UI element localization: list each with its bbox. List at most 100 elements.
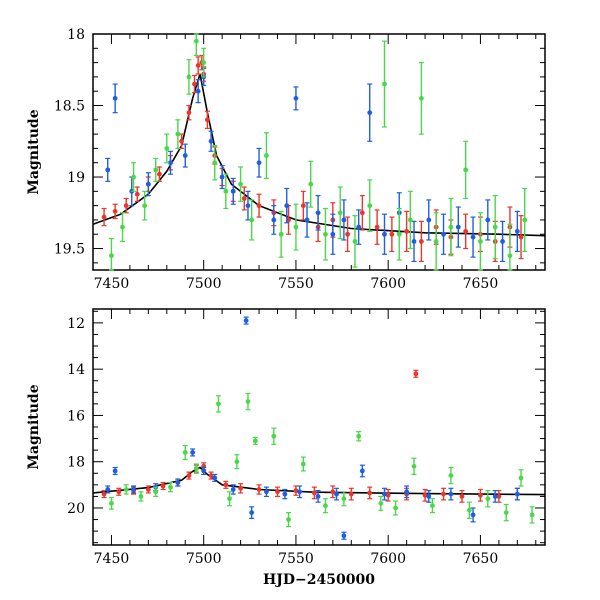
bottom-y-tick-label: 12 <box>67 316 85 332</box>
bottom-data-point <box>459 494 465 499</box>
bottom-data-point <box>492 494 498 499</box>
top-model-curve <box>92 73 546 237</box>
top-data-point <box>441 231 446 237</box>
bottom-y-tick-label: 14 <box>67 362 85 378</box>
top-data-point <box>463 167 469 173</box>
bottom-data-point <box>264 489 269 495</box>
top-data-point <box>308 181 314 187</box>
top-x-tick-label: 7550 <box>278 276 314 292</box>
top-data-point <box>256 203 262 209</box>
top-data-point <box>195 88 201 94</box>
bottom-data-point <box>123 487 129 492</box>
top-data-point <box>105 167 111 173</box>
bottom-data-point <box>216 401 221 407</box>
top-data-point <box>153 167 159 173</box>
top-data-point <box>352 238 358 244</box>
bottom-data-point <box>330 489 336 495</box>
bottom-data-point <box>470 512 476 518</box>
bottom-x-tick-label: 7550 <box>278 551 314 567</box>
bottom-data-point <box>448 473 454 478</box>
bottom-x-tick-label: 7650 <box>463 551 499 567</box>
bottom-data-point <box>341 533 347 539</box>
bottom-data-point <box>201 468 207 474</box>
top-data-point <box>522 217 528 223</box>
bottom-data-point <box>300 461 306 467</box>
top-data-point <box>219 174 225 180</box>
bottom-data-point <box>275 489 280 495</box>
bottom-data-point <box>227 496 232 502</box>
bottom-data-point <box>323 503 328 509</box>
top-data-point <box>518 234 524 240</box>
top-data-point <box>230 188 236 194</box>
top-y-tick-label: 18 <box>67 27 85 43</box>
bottom-data-point <box>485 496 491 502</box>
bottom-data-point <box>182 450 188 455</box>
top-data-point <box>382 231 387 237</box>
bottom-data-point <box>426 494 432 499</box>
top-data-point <box>195 63 201 68</box>
bottom-y-tick-label: 16 <box>67 408 85 424</box>
bottom-data-point <box>230 487 236 492</box>
bottom-data-point <box>109 500 114 506</box>
bottom-y-tick-label: 20 <box>67 501 85 517</box>
top-data-point <box>186 110 192 116</box>
bottom-data-point <box>190 450 196 455</box>
top-data-point <box>374 224 380 230</box>
bottom-data-point <box>282 491 288 497</box>
bottom-data-point <box>393 505 398 511</box>
top-data-point <box>212 160 218 166</box>
bottom-data-point <box>252 438 258 444</box>
bottom-data-point <box>212 475 218 481</box>
bottom-data-point <box>334 491 339 497</box>
bottom-data-point <box>367 490 373 496</box>
top-y-tick-label: 19.5 <box>54 242 85 258</box>
bottom-data-point <box>105 487 111 492</box>
top-data-point <box>112 208 118 214</box>
top-data-point <box>345 231 350 237</box>
top-y-tick-labels: 18 18.5 19 19.5 <box>54 27 85 258</box>
bottom-data-point <box>422 492 428 498</box>
top-data-point <box>433 238 439 244</box>
bottom-data-point <box>496 494 502 499</box>
top-data-point <box>507 253 513 259</box>
top-data-point <box>323 231 328 237</box>
top-y-tick-label: 18.5 <box>54 99 85 115</box>
top-data-point <box>330 231 336 237</box>
top-data-point <box>201 60 207 66</box>
bottom-data-point <box>145 487 151 492</box>
bottom-data-point <box>256 487 262 492</box>
top-data-point <box>304 217 310 223</box>
bottom-data-point <box>404 489 410 495</box>
top-x-tick-label: 7600 <box>370 276 406 292</box>
top-data-point <box>485 217 491 223</box>
top-data-point <box>315 210 321 216</box>
bottom-data-point <box>529 512 535 518</box>
top-data-point <box>359 210 365 216</box>
top-data-point <box>448 224 454 230</box>
top-data-point <box>157 171 162 177</box>
top-data-point <box>145 181 151 187</box>
bottom-data-point <box>411 463 417 469</box>
bottom-y-tick-labels: 12 14 16 18 20 <box>67 316 85 517</box>
bottom-data-point <box>245 399 251 404</box>
bottom-data-point <box>382 491 387 497</box>
top-data-points <box>101 33 528 271</box>
top-data-point <box>179 138 184 144</box>
top-data-point <box>478 238 483 244</box>
top-data-point <box>455 224 461 230</box>
bottom-data-point <box>193 466 199 472</box>
top-data-point <box>264 153 269 158</box>
bottom-data-point <box>293 488 299 494</box>
top-data-point <box>123 203 129 209</box>
top-data-point <box>293 95 299 101</box>
top-data-point <box>208 138 214 144</box>
top-data-point <box>193 38 199 44</box>
bottom-data-point <box>341 496 347 502</box>
bottom-data-point <box>271 433 277 439</box>
top-data-point <box>112 95 118 101</box>
top-data-point <box>249 217 255 223</box>
top-data-point <box>382 81 387 87</box>
bottom-data-point <box>175 480 181 485</box>
top-data-point <box>407 217 413 223</box>
